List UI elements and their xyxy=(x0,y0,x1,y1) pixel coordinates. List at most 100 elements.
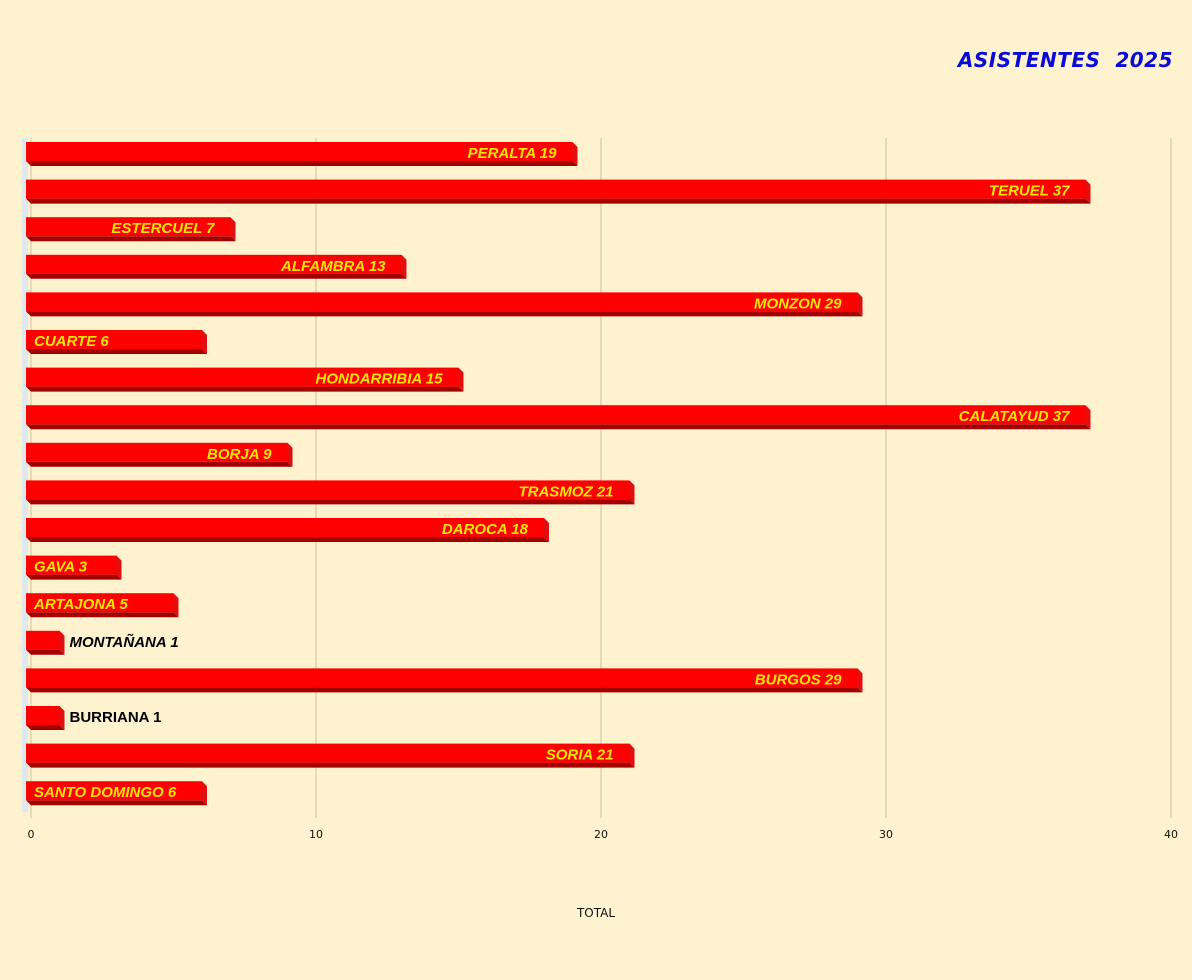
bar-side-face xyxy=(629,480,635,505)
bar-label: SANTO DOMINGO 6 xyxy=(34,784,177,801)
bar-label: ALFAMBRA 13 xyxy=(280,258,386,275)
bar-bottom-face xyxy=(26,762,635,768)
bar-side-face xyxy=(202,781,207,806)
bar-group: BORJA 9 xyxy=(26,442,293,467)
bar-group: TRASMOZ 21 xyxy=(26,480,635,505)
bar-group: CUARTE 6 xyxy=(26,330,207,354)
bar-group: BURRIANA 1 xyxy=(26,706,161,730)
bar-group: PERALTA 19 xyxy=(26,142,578,166)
bar xyxy=(26,367,459,387)
bar-group: TERUEL 37 xyxy=(26,179,1091,204)
bar-bottom-face xyxy=(26,537,549,542)
bar xyxy=(26,518,544,537)
bar-label: HONDARRIBIA 15 xyxy=(316,371,444,388)
bar-bottom-face xyxy=(26,687,863,693)
bar xyxy=(26,405,1086,425)
bar-bottom-face xyxy=(26,461,293,467)
bar-side-face xyxy=(857,292,863,317)
bar xyxy=(26,743,630,763)
x-tick-label: 10 xyxy=(309,828,323,841)
bar-bottom-face xyxy=(26,311,863,317)
bar-group: BURGOS 29 xyxy=(26,668,863,693)
bar-label: BURRIANA 1 xyxy=(70,709,162,726)
bar-label: PERALTA 19 xyxy=(468,145,558,162)
bar-label: TRASMOZ 21 xyxy=(518,483,613,500)
bar-label: TERUEL 37 xyxy=(989,183,1070,200)
bar xyxy=(26,142,573,161)
bar-side-face xyxy=(230,217,236,242)
axis-wall xyxy=(22,138,28,812)
bar-side-face xyxy=(287,442,293,467)
chart-title: ASISTENTES 2025 xyxy=(957,48,1173,72)
bar-side-face xyxy=(458,367,464,392)
bar-group: SORIA 21 xyxy=(26,743,635,768)
bar-side-face xyxy=(401,254,407,279)
bar-group: ALFAMBRA 13 xyxy=(26,254,407,279)
bar-bottom-face xyxy=(26,424,1091,430)
bar-label: CALATAYUD 37 xyxy=(959,408,1070,425)
bar-label: MONZON 29 xyxy=(754,295,842,312)
bar-side-face xyxy=(629,743,635,768)
bar-group: ESTERCUEL 7 xyxy=(26,217,236,242)
bar-side-face xyxy=(173,593,179,618)
bar xyxy=(26,179,1086,199)
bar-label: ARTAJONA 5 xyxy=(33,596,129,613)
bar xyxy=(26,217,231,237)
bar xyxy=(26,292,858,312)
bar-side-face xyxy=(116,555,122,580)
bar-label: BORJA 9 xyxy=(207,446,272,463)
bar-group: SANTO DOMINGO 6 xyxy=(26,781,207,806)
bar-side-face xyxy=(59,706,65,730)
bar-group: HONDARRIBIA 15 xyxy=(26,367,464,392)
bar xyxy=(26,555,117,575)
bar-bottom-face xyxy=(26,198,1091,204)
bar-group: DAROCA 18 xyxy=(26,518,549,542)
bar-bottom-face xyxy=(26,499,635,505)
gridlines xyxy=(22,138,1172,818)
bar-label: ESTERCUEL 7 xyxy=(111,220,215,237)
bar-bottom-face xyxy=(26,574,122,580)
bar-group: ARTAJONA 5 xyxy=(26,593,179,618)
x-tick-label: 40 xyxy=(1164,828,1178,841)
x-axis-label: TOTAL xyxy=(576,906,616,920)
bar-label: CUARTE 6 xyxy=(34,333,109,350)
bar-group: GAVA 3 xyxy=(26,555,122,580)
bar xyxy=(26,593,174,613)
bar-bottom-face xyxy=(26,236,236,242)
x-tick-label: 20 xyxy=(594,828,608,841)
bar-label: SORIA 21 xyxy=(546,747,614,764)
bar-side-face xyxy=(202,330,207,354)
bar xyxy=(26,630,60,650)
bar-side-face xyxy=(1085,405,1091,430)
bar-side-face xyxy=(857,668,863,693)
bar-group: MONTAÑANA 1 xyxy=(26,630,179,655)
bar-group: CALATAYUD 37 xyxy=(26,405,1091,430)
bar xyxy=(26,781,202,801)
bar-label: DAROCA 18 xyxy=(442,521,529,538)
bar-bottom-face xyxy=(26,273,407,279)
x-tick-label: 0 xyxy=(28,828,35,841)
bar-side-face xyxy=(59,630,65,655)
bar-label: GAVA 3 xyxy=(34,559,88,576)
bar-bottom-face xyxy=(26,725,65,730)
bars: PERALTA 19 TERUEL 37 ESTERCUEL 7 ALFAMBRA 1… xyxy=(26,142,1091,806)
x-tick-labels: 0 10 20 30 40 xyxy=(28,828,1179,841)
bar-side-face xyxy=(572,142,578,166)
bar xyxy=(26,254,402,274)
bar-label: BURGOS 29 xyxy=(755,671,842,688)
bar-bottom-face xyxy=(26,800,207,806)
bar-bottom-face xyxy=(26,349,207,354)
bar xyxy=(26,442,288,462)
bar-side-face xyxy=(544,518,549,542)
bar-side-face xyxy=(1085,179,1091,204)
bar xyxy=(26,480,630,500)
bar-bottom-face xyxy=(26,386,464,392)
bar-label: MONTAÑANA 1 xyxy=(70,633,179,651)
bar-group: MONZON 29 xyxy=(26,292,863,317)
bar xyxy=(26,330,202,349)
x-tick-label: 30 xyxy=(879,828,893,841)
bar xyxy=(26,706,60,725)
bar-bottom-face xyxy=(26,612,179,618)
bar-bottom-face xyxy=(26,649,65,655)
